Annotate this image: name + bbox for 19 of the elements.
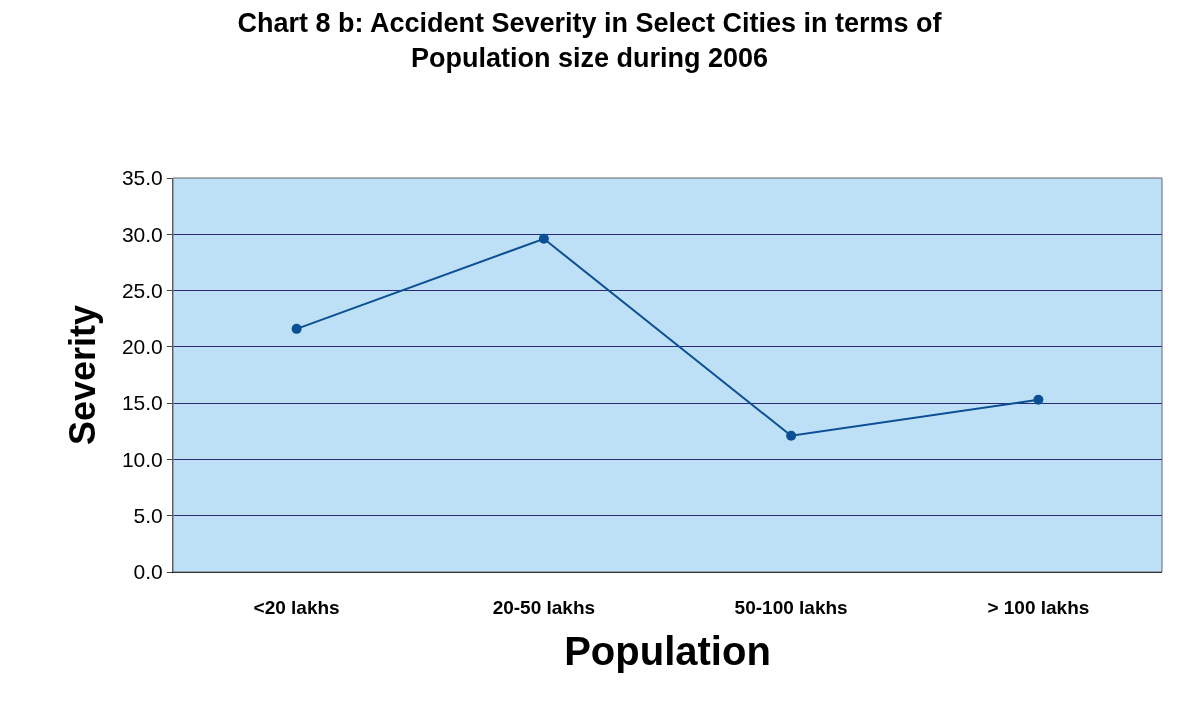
y-tick-label: 25.0 [121, 278, 163, 302]
y-tick-label: 0.0 [133, 560, 163, 584]
x-tick-label: 20-50 lakhs [492, 596, 596, 618]
chart-title: Chart 8 b: Accident Severity in Select Cities in terms of Population size during 2006 [237, 8, 943, 74]
y-tick-label: 30.0 [121, 222, 163, 246]
y-tick-label: 20.0 [121, 335, 163, 359]
y-axis-title: Severity [61, 304, 103, 446]
y-tick-label: 35.0 [121, 166, 163, 190]
point [1033, 394, 1044, 405]
x-tick-label: 50-100 lakhs [734, 596, 848, 618]
y-tick-label: 15.0 [121, 391, 163, 415]
x-tick-label: <20 lakhs [253, 596, 340, 618]
y-tick-label: 5.0 [133, 504, 163, 528]
x-tick-label: > 100 lakhs [987, 596, 1090, 618]
x-axis-title: Population [564, 629, 771, 674]
y-tick-label: 10.0 [121, 447, 163, 471]
point [538, 233, 549, 244]
point [291, 323, 302, 334]
point [786, 430, 797, 441]
